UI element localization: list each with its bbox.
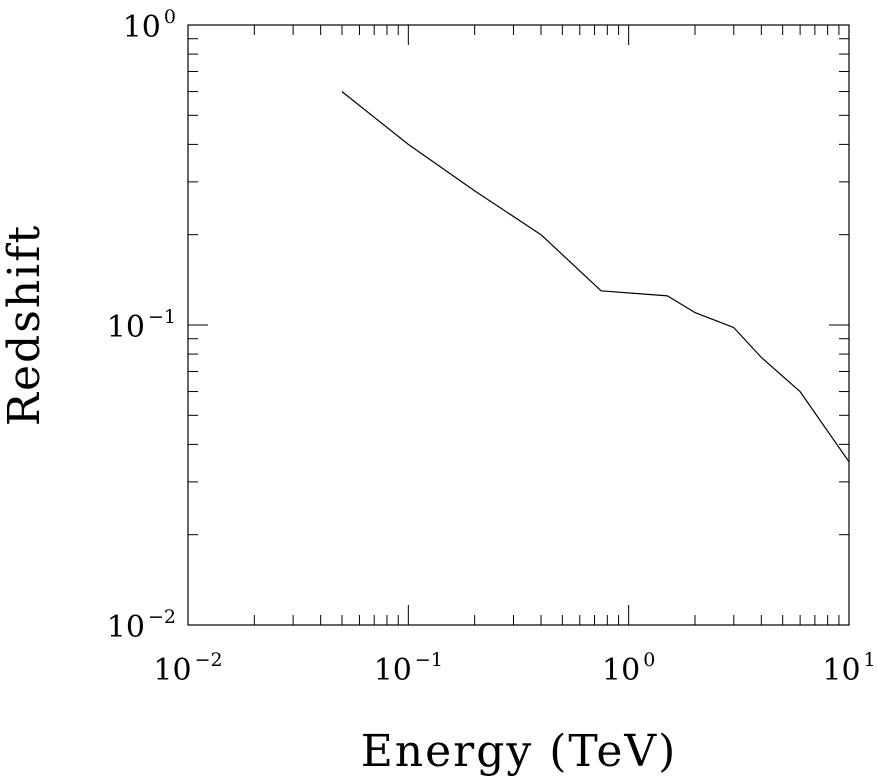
y-axis-label: Redshift	[0, 224, 50, 426]
x-tick-label: 10 1	[822, 649, 875, 688]
x-tick-label: 10 −1	[374, 649, 443, 688]
series-line	[341, 91, 850, 463]
y-tick-label: 10 −2	[107, 606, 176, 645]
series-layer	[341, 91, 850, 463]
plot-frame	[187, 24, 850, 626]
major-ticks	[187, 24, 850, 626]
x-axis-label: Energy (TeV)	[361, 726, 678, 777]
x-tick-label: 10 0	[602, 649, 655, 688]
x-tick-label: 10 −2	[153, 649, 222, 688]
y-tick-label: 10 −1	[107, 306, 176, 345]
y-tick-label: 10 0	[123, 6, 176, 45]
minor-ticks	[188, 25, 849, 625]
x-tick-labels: 10 −2 10 −1 10 0 10 1	[153, 649, 875, 688]
